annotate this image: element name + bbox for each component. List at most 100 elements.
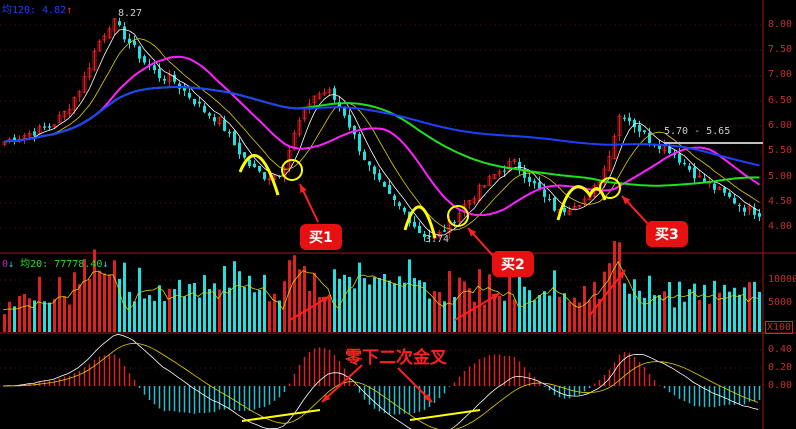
volume-bar (8, 301, 11, 332)
volume-bar (58, 277, 61, 332)
volume-bar (443, 301, 446, 332)
candle (457, 213, 462, 223)
volume-bar (363, 278, 366, 332)
arrow-head (491, 293, 500, 301)
macd-dea-line (2, 342, 759, 429)
candle (48, 126, 51, 128)
candle (497, 170, 502, 175)
candle (492, 174, 497, 179)
arrow-head (322, 393, 331, 402)
volume-bar (378, 278, 381, 332)
volume-bar (233, 261, 236, 332)
price-tick: 4.50 (768, 196, 793, 207)
candle (358, 134, 361, 152)
candle (612, 135, 617, 159)
buy3-label: 买3 (646, 221, 688, 247)
arrow-head (321, 296, 330, 304)
candle (217, 116, 222, 124)
arrow-line (321, 364, 363, 403)
volume-bar (18, 296, 21, 332)
volume-tick: 10000 (768, 274, 796, 285)
volume-bar (733, 287, 736, 332)
volume-bar (493, 298, 496, 332)
ma120-header: 均120: 4.82↑ (2, 1, 72, 16)
volume-bar (503, 300, 506, 332)
volume-bar (98, 270, 101, 332)
candle (297, 120, 302, 135)
candle (758, 212, 761, 217)
volume-bar (298, 269, 301, 332)
volume-bar (698, 300, 701, 332)
circle-marker (447, 205, 469, 227)
candle (703, 178, 706, 183)
candle (413, 221, 416, 227)
candle (582, 198, 587, 204)
price-tick: 4.00 (768, 221, 793, 232)
ma5-line (4, 29, 760, 236)
volume-bar (758, 291, 761, 332)
candle (62, 111, 67, 118)
candle (512, 159, 517, 162)
candle (263, 172, 266, 180)
volume-bar (628, 293, 631, 332)
candle (167, 74, 172, 82)
candle (683, 163, 686, 165)
volume-bar (413, 278, 416, 332)
volume-bar (88, 278, 91, 332)
ma120-line (4, 86, 760, 167)
yellow-arc (403, 205, 437, 239)
arrow-head (617, 270, 625, 279)
candle (553, 197, 556, 211)
volume-bar (13, 306, 16, 332)
arrow-head (423, 393, 432, 402)
price-tick: 6.50 (768, 95, 793, 106)
volume-bar (33, 300, 36, 332)
low-price-label: 3.74 (425, 234, 450, 245)
candle (617, 115, 622, 136)
volume-bar (228, 287, 231, 332)
candle (567, 209, 572, 215)
candle (33, 131, 36, 136)
volume-bar (178, 279, 181, 332)
volume-bar (578, 302, 581, 332)
macd-dif-line (2, 333, 759, 429)
volume-bar (543, 291, 546, 332)
volume-bar (173, 289, 176, 332)
volume-bar (603, 271, 606, 332)
volume-bar (83, 259, 86, 332)
high-price-label: 8.27 (118, 8, 143, 19)
candle (133, 40, 136, 45)
candle (223, 119, 226, 131)
price-tick: 5.00 (768, 171, 793, 182)
candle (67, 109, 72, 115)
volume-bar (528, 290, 531, 332)
candle (453, 222, 456, 224)
candle (658, 144, 661, 149)
candle (717, 187, 722, 191)
candle (648, 132, 651, 143)
macd-trendline (409, 409, 481, 421)
candle (697, 175, 702, 178)
candle (158, 69, 161, 79)
volume-bar (458, 277, 461, 332)
candle (213, 117, 216, 122)
ma10-line (4, 38, 760, 231)
volume-bar (583, 286, 586, 332)
candle (153, 65, 156, 71)
volume-bar (48, 302, 51, 332)
volume-bar (333, 269, 336, 332)
candle (72, 97, 77, 111)
volume-bar (313, 272, 316, 332)
candle (638, 124, 641, 132)
volume-bar (428, 298, 431, 332)
candle (198, 101, 201, 104)
candle (723, 187, 726, 193)
candle (188, 92, 191, 98)
candle (203, 105, 206, 113)
candle (728, 192, 731, 197)
volume-bar (243, 286, 246, 332)
candle (123, 26, 126, 40)
volume-bar (553, 270, 556, 332)
volume-bar (248, 275, 251, 332)
